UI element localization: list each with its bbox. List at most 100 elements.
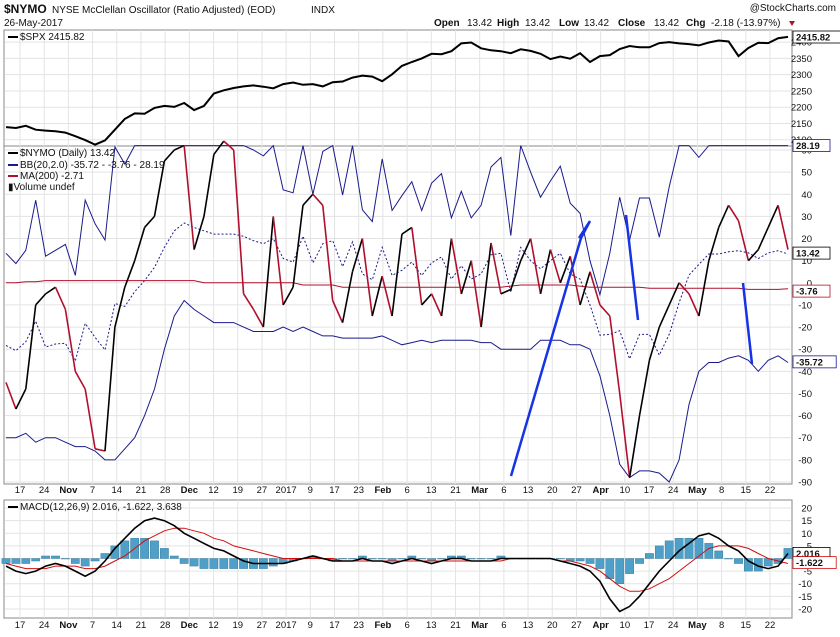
ma-flag-box: [792, 284, 831, 298]
macd-histogram-bar: [120, 540, 130, 559]
nymo-segment: [331, 300, 344, 323]
nymo-segment: [698, 260, 710, 317]
macd-y-tick: -10: [798, 579, 812, 590]
volume-legend-text: ▮Volume undef: [8, 182, 75, 193]
trendline-rise: [509, 220, 592, 477]
x-tick-label: May: [688, 620, 707, 631]
x-tick-label: 17: [15, 485, 26, 496]
nymo-segment: [757, 227, 769, 250]
macd-histogram-bar: [61, 558, 70, 560]
nymo-segment: [510, 260, 522, 290]
nymo-segment: [45, 286, 56, 295]
nymo-segment: [5, 382, 17, 410]
open-value: 13.42: [467, 18, 492, 29]
signal-flag-box: [792, 556, 837, 569]
nymo-panel-frame: [3, 145, 793, 485]
x-tick-label: 19: [232, 485, 243, 496]
macd-legend: MACD(12,26,9) 2.016, -1.622, 3.638: [8, 502, 182, 513]
nymo-segment: [520, 238, 532, 261]
x-tick-label: 6: [404, 485, 409, 496]
macd-y-tick: -15: [798, 592, 812, 603]
x-tick-label: 17: [15, 620, 26, 631]
spx-y-tick: 2150: [791, 119, 812, 130]
bb-middle-line: [5, 222, 789, 363]
x-tick-label: 13: [523, 620, 534, 631]
nymo-segment: [124, 260, 136, 288]
nymo-segment: [539, 249, 552, 295]
macd-y-tick: 15: [801, 516, 812, 527]
macd-histogram-bar: [437, 558, 446, 560]
watermark: @StockCharts.com: [750, 3, 836, 14]
macd-histogram-bar: [585, 558, 595, 564]
nymo-segment: [341, 271, 354, 323]
macd-histogram-bar: [150, 540, 159, 559]
nymo-segment: [470, 260, 482, 328]
nymo-segment: [391, 234, 403, 317]
x-tick-label: 10: [620, 485, 631, 496]
nymo-segment: [94, 448, 106, 452]
spx-y-tick: 2250: [791, 86, 812, 97]
nymo-legend: $NYMO (Daily) 13.42 BB(20,2.0) -35.72 - …: [8, 148, 165, 193]
nymo-segment: [668, 282, 680, 306]
x-tick-label: 13: [426, 620, 437, 631]
x-tick-label: 24: [668, 620, 679, 631]
macd-histogram-bar: [41, 555, 50, 559]
nymo-segment: [500, 288, 512, 295]
nymo-segment: [173, 144, 185, 151]
macd-histogram-bar: [1, 558, 11, 564]
x-tick-label: 28: [160, 485, 171, 496]
nymo-segment: [312, 193, 324, 206]
chart-name: NYSE McClellan Oscillator (Ratio Adjuste…: [52, 5, 275, 16]
x-tick-label: May: [688, 485, 707, 496]
x-tick-label: 23: [353, 620, 364, 631]
nymo-segment: [272, 216, 284, 306]
x-tick-label: 6: [501, 485, 506, 496]
nymo-segment: [193, 216, 205, 250]
x-tick-label: Feb: [374, 485, 391, 496]
bb-upper-line: [5, 144, 788, 297]
x-tick-label: 15: [741, 485, 752, 496]
x-tick-label: Nov: [59, 485, 78, 496]
nymo-y-tick: 20: [801, 234, 812, 245]
macd-flag-text: 2.016: [796, 549, 820, 560]
x-tick-label: 27: [571, 485, 582, 496]
macd-histogram-bar: [486, 558, 496, 560]
x-tick-label: Apr: [592, 620, 609, 631]
signal-flag-text: -1.622: [796, 558, 823, 569]
macd-histogram-bar: [734, 558, 743, 564]
macd-histogram-bar: [645, 553, 654, 559]
nymo-segment: [74, 370, 86, 390]
x-tick-label: 2017: [276, 485, 297, 496]
x-tick-label: 21: [450, 485, 461, 496]
macd-histogram-bar: [377, 558, 387, 560]
macd-histogram-bar: [654, 545, 664, 559]
macd-histogram-bar: [783, 548, 793, 559]
symbol-title: $NYMO: [4, 2, 47, 16]
nymo-segment: [658, 304, 670, 328]
macd-histogram-bar: [140, 538, 149, 559]
nymo-segment: [559, 255, 571, 284]
x-tick-label: 8: [719, 485, 724, 496]
x-tick-label: 24: [39, 620, 50, 631]
spx-last-flag-text: 2415.82: [796, 33, 830, 44]
macd-histogram-bar: [625, 558, 634, 574]
x-tick-label: 17: [644, 485, 655, 496]
macd-histogram-bar: [684, 538, 694, 559]
nymo-segment: [648, 326, 661, 361]
nymo-segment: [450, 238, 463, 295]
macd-histogram-bar: [714, 550, 724, 559]
nymo-segment: [737, 220, 750, 261]
macd-histogram-bar: [724, 558, 733, 560]
macd-y-tick: 10: [801, 529, 812, 540]
trendline-drop-2: [741, 282, 754, 365]
macd-histogram-bar: [397, 558, 407, 560]
down-triangle-icon: [789, 21, 795, 26]
macd-y-tick: -20: [798, 604, 812, 615]
x-tick-label: 6: [501, 620, 506, 631]
x-tick-label: Apr: [592, 485, 609, 496]
macd-histogram-bar: [338, 558, 347, 560]
macd-histogram-bar: [595, 558, 605, 569]
x-tick-label: 22: [765, 485, 776, 496]
nymo-y-tick: -10: [798, 300, 812, 311]
nymo-segment: [440, 238, 453, 317]
